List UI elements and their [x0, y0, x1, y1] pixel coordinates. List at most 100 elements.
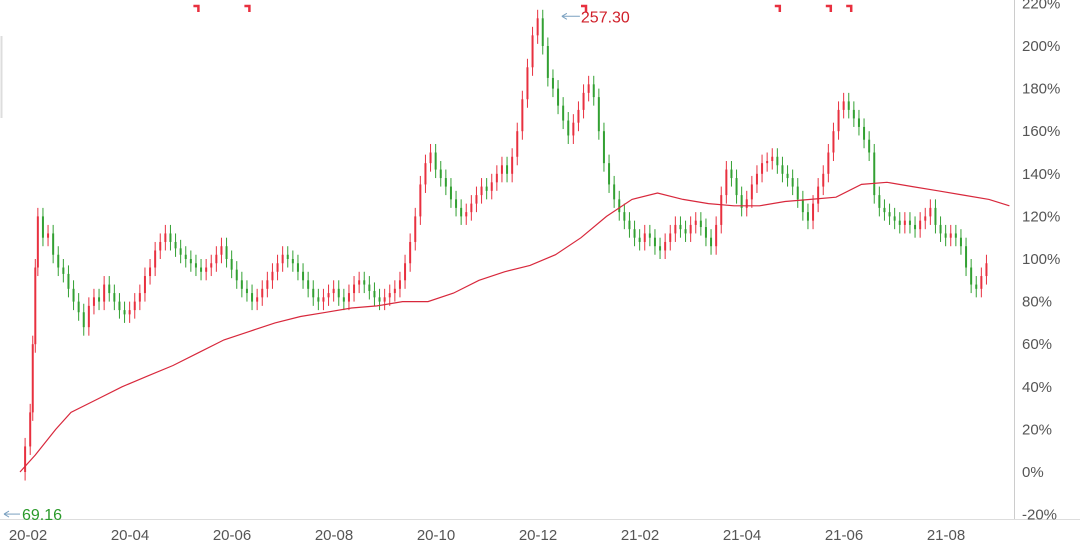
candle [419, 175, 422, 225]
candle-body [516, 131, 519, 157]
x-tick-label: 20-02 [9, 527, 47, 544]
candle-body [256, 297, 259, 302]
candle-body [679, 224, 682, 230]
candle-body [154, 250, 157, 268]
candle-body [123, 310, 126, 315]
candle-body [857, 118, 860, 127]
candle-body [169, 233, 172, 242]
candle-body [704, 227, 707, 238]
candle-body [470, 203, 473, 213]
candle [220, 237, 223, 264]
candle-body [230, 259, 233, 270]
candle [108, 276, 111, 302]
candle-body [159, 241, 162, 251]
candle-body [970, 267, 973, 285]
candle [745, 190, 748, 217]
candle [302, 263, 305, 289]
candle-body [296, 263, 299, 272]
candle-body [638, 237, 641, 242]
candle-body [506, 165, 509, 174]
candle-body [567, 120, 570, 136]
candle-body [852, 109, 855, 119]
x-tick-label: 20-08 [315, 527, 353, 544]
candle-body [103, 284, 106, 302]
candle [725, 161, 728, 204]
candle [521, 90, 524, 140]
candle-body [965, 246, 968, 268]
candle [439, 161, 442, 187]
candle-body [149, 267, 152, 277]
candle-body [118, 301, 121, 311]
candle [776, 148, 779, 174]
candle [87, 297, 90, 336]
candle-body [786, 173, 789, 179]
candle [888, 203, 891, 225]
candle [699, 212, 702, 236]
candle [674, 216, 677, 242]
candle [98, 288, 101, 311]
candle-body [980, 276, 983, 289]
candle [506, 156, 509, 183]
candle [531, 26, 534, 76]
candle [353, 276, 356, 302]
candle-body [582, 92, 585, 110]
candle [184, 246, 187, 268]
event-marker [244, 4, 251, 12]
candle-body [822, 173, 825, 187]
event-marker [774, 4, 782, 12]
candle-body [878, 195, 881, 208]
candle [914, 216, 917, 238]
candle-body [812, 203, 815, 221]
candle [796, 178, 799, 208]
candle [638, 229, 641, 251]
candle-body [302, 271, 305, 281]
candle [291, 250, 294, 272]
candle [210, 254, 213, 277]
candle [460, 199, 463, 225]
candle [511, 148, 514, 183]
candle [235, 261, 238, 289]
candle [648, 224, 651, 247]
candle [934, 199, 937, 234]
candle [398, 271, 401, 298]
candle-body [924, 216, 927, 221]
candle-body [536, 18, 539, 36]
candle-body [353, 284, 356, 294]
candle [740, 186, 743, 217]
candle [781, 156, 784, 183]
candle-body [730, 169, 733, 179]
candle-body [699, 220, 702, 228]
candle [363, 271, 366, 294]
candle-body [531, 35, 534, 68]
candle [659, 237, 662, 259]
candle-body [648, 233, 651, 238]
candle [118, 293, 121, 319]
candle-body [210, 263, 213, 268]
candle [608, 154, 611, 193]
candle-body [572, 122, 575, 136]
event-markers [193, 4, 853, 12]
candle [138, 284, 141, 311]
candle-body [251, 293, 254, 302]
candle [822, 165, 825, 196]
candle [592, 75, 595, 106]
candle-body [715, 224, 718, 247]
candle [857, 109, 860, 136]
candle-body [485, 186, 488, 191]
candle [546, 37, 549, 87]
candle-body [796, 186, 799, 200]
candle [495, 165, 498, 191]
candle [602, 122, 605, 172]
x-tick-label: 21-08 [927, 527, 965, 544]
candle-body [521, 99, 524, 132]
candle-body [332, 288, 335, 294]
candle-body [98, 297, 101, 302]
candle-body [108, 284, 111, 294]
candle-body [317, 297, 320, 302]
candle-body [791, 178, 794, 187]
candle [490, 173, 493, 200]
candle-body [47, 233, 50, 238]
candle-body [551, 77, 554, 89]
candle-body [424, 163, 427, 185]
